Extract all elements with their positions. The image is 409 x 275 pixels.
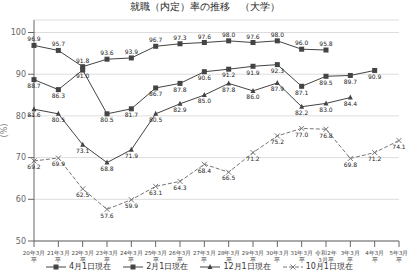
html-text:12月1日現在: 12月1日現在 xyxy=(223,262,271,271)
svg-text:86.3: 86.3 xyxy=(52,92,66,99)
svg-text:71.2: 71.2 xyxy=(368,155,382,162)
svg-text:91.0: 91.0 xyxy=(76,72,90,79)
svg-text:96.0: 96.0 xyxy=(295,39,309,46)
svg-text:68.4: 68.4 xyxy=(198,167,212,174)
svg-text:93.9: 93.9 xyxy=(125,48,139,55)
svg-text:69.8: 69.8 xyxy=(344,161,358,168)
svg-text:87.8: 87.8 xyxy=(173,86,187,93)
svg-text:86.0: 86.0 xyxy=(246,93,260,100)
svg-text:97.6: 97.6 xyxy=(198,33,212,40)
svg-text:21年3月卒: 21年3月卒 xyxy=(47,250,70,263)
svg-text:80.5: 80.5 xyxy=(149,116,163,123)
svg-text:80.5: 80.5 xyxy=(52,116,66,123)
svg-text:4年3月卒: 4年3月卒 xyxy=(365,250,384,263)
svg-text:97.6: 97.6 xyxy=(246,33,260,40)
svg-text:31年3月卒: 31年3月卒 xyxy=(290,250,313,263)
svg-text:96.7: 96.7 xyxy=(149,36,163,43)
svg-text:27年3月卒: 27年3月卒 xyxy=(193,250,216,263)
svg-text:66.5: 66.5 xyxy=(222,174,236,181)
svg-text:98.0: 98.0 xyxy=(222,31,236,38)
svg-text:57.6: 57.6 xyxy=(100,212,114,219)
svg-text:88.7: 88.7 xyxy=(27,82,41,89)
svg-text:91.8: 91.8 xyxy=(76,57,90,64)
svg-text:89.7: 89.7 xyxy=(344,78,358,85)
svg-text:75.2: 75.2 xyxy=(271,138,285,145)
svg-text:81.6: 81.6 xyxy=(27,111,41,118)
svg-text:59.9: 59.9 xyxy=(125,202,139,209)
svg-text:83.0: 83.0 xyxy=(319,106,333,113)
svg-text:24年3月卒: 24年3月卒 xyxy=(120,250,143,263)
svg-text:74.1: 74.1 xyxy=(392,143,401,150)
svg-text:93.6: 93.6 xyxy=(100,49,114,56)
svg-text:90: 90 xyxy=(16,70,26,79)
svg-text:令和2年3月卒: 令和2年3月卒 xyxy=(315,250,337,263)
svg-text:63.1: 63.1 xyxy=(149,189,163,196)
svg-text:87.9: 87.9 xyxy=(271,85,285,92)
svg-text:85.0: 85.0 xyxy=(198,97,212,104)
svg-text:23年3月卒: 23年3月卒 xyxy=(96,250,119,263)
svg-text:28年3月卒: 28年3月卒 xyxy=(217,250,240,263)
svg-text:20年3月卒: 20年3月卒 xyxy=(23,250,46,263)
svg-text:97.3: 97.3 xyxy=(173,34,187,41)
svg-text:71.2: 71.2 xyxy=(246,155,260,162)
svg-text:3年3月卒: 3年3月卒 xyxy=(341,250,360,263)
svg-text:82.9: 82.9 xyxy=(173,106,187,113)
svg-text:95.7: 95.7 xyxy=(52,40,66,47)
svg-text:87.1: 87.1 xyxy=(295,89,309,96)
svg-text:60: 60 xyxy=(16,195,26,204)
svg-text:22年3月卒: 22年3月卒 xyxy=(71,250,94,263)
svg-text:5年3月卒: 5年3月卒 xyxy=(390,250,402,263)
svg-text:92.3: 92.3 xyxy=(271,67,285,74)
svg-text:98.0: 98.0 xyxy=(271,31,285,38)
svg-text:62.5: 62.5 xyxy=(76,191,90,198)
svg-text:(%): (%) xyxy=(8,124,9,138)
html-text:2月1日現在: 2月1日現在 xyxy=(146,262,189,271)
svg-text:26年3月卒: 26年3月卒 xyxy=(169,250,192,263)
svg-text:30年3月卒: 30年3月卒 xyxy=(266,250,289,263)
svg-text:82.2: 82.2 xyxy=(295,109,309,116)
svg-text:70: 70 xyxy=(16,153,26,162)
svg-text:80.5: 80.5 xyxy=(100,116,114,123)
html-text:4月1日現在: 4月1日現在 xyxy=(69,262,112,271)
svg-text:87.8: 87.8 xyxy=(222,86,236,93)
svg-text:100: 100 xyxy=(11,28,26,37)
svg-text:91.9: 91.9 xyxy=(246,69,260,76)
svg-text:84.4: 84.4 xyxy=(344,100,358,107)
svg-text:73.1: 73.1 xyxy=(76,147,90,154)
svg-text:90.9: 90.9 xyxy=(368,73,382,80)
svg-text:68.8: 68.8 xyxy=(100,165,114,172)
svg-text:25年3月卒: 25年3月卒 xyxy=(144,250,167,263)
svg-text:89.5: 89.5 xyxy=(319,79,333,86)
svg-text:69.9: 69.9 xyxy=(52,160,66,167)
svg-text:81.7: 81.7 xyxy=(125,111,139,118)
svg-text:90.6: 90.6 xyxy=(198,74,212,81)
svg-text:95.8: 95.8 xyxy=(319,40,333,47)
html-text:就職（内定）率の推移 （大学）: 就職（内定）率の推移 （大学） xyxy=(129,1,280,12)
svg-text:96.9: 96.9 xyxy=(27,35,41,42)
svg-text:80: 80 xyxy=(16,112,26,121)
svg-text:64.3: 64.3 xyxy=(173,184,187,191)
svg-text:77.0: 77.0 xyxy=(295,131,309,138)
svg-text:91.2: 91.2 xyxy=(222,71,236,78)
html-text:10月1日現在: 10月1日現在 xyxy=(305,262,353,271)
svg-text:86.7: 86.7 xyxy=(149,90,163,97)
svg-text:50: 50 xyxy=(16,237,26,246)
svg-text:71.9: 71.9 xyxy=(125,152,139,159)
svg-text:76.8: 76.8 xyxy=(319,132,333,139)
svg-text:69.2: 69.2 xyxy=(27,163,41,170)
svg-text:29年3月卒: 29年3月卒 xyxy=(242,250,265,263)
